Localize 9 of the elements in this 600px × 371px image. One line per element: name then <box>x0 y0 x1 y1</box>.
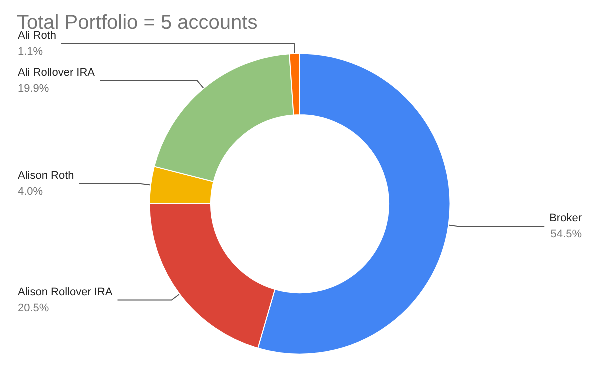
slice-label: Ali Rollover IRA <box>18 66 96 79</box>
slice-label: Alison Roth <box>18 170 74 182</box>
data-label: 4.0% <box>18 186 44 198</box>
slice-label: Alison Rollover IRA <box>18 286 114 298</box>
data-label: 20.5% <box>18 302 50 314</box>
slice-label: Broker <box>550 212 582 225</box>
data-label: 1.1% <box>18 46 44 58</box>
data-label: 54.5% <box>550 228 582 241</box>
data-label: 19.9% <box>18 82 50 95</box>
